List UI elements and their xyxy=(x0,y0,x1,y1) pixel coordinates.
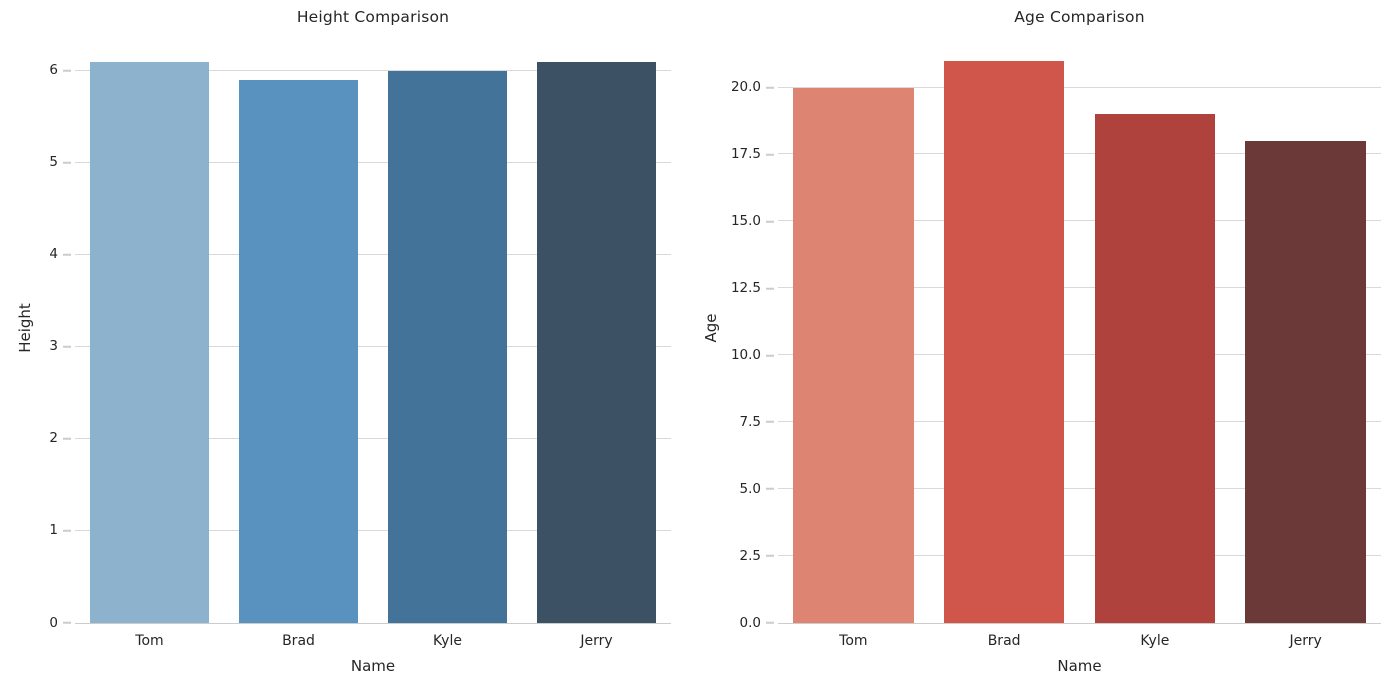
plot-area xyxy=(778,34,1381,624)
grid-line xyxy=(778,555,1381,557)
grid-line xyxy=(778,220,1381,222)
x-tick-label: Brad xyxy=(282,633,315,649)
y-tick-mark xyxy=(63,529,71,532)
y-tick: 6 xyxy=(49,64,73,78)
y-tick-label: 5.0 xyxy=(739,480,761,497)
y-tick-label: 1 xyxy=(49,522,58,539)
y-tick: 20.0 xyxy=(730,78,776,95)
y-tick-label: 6 xyxy=(49,62,58,79)
y-tick-mark xyxy=(766,86,774,89)
y-tick-label: 7.5 xyxy=(739,413,761,430)
y-tick-label: 15.0 xyxy=(730,212,761,229)
y-tick-label: 2 xyxy=(49,430,58,447)
x-tick-label: Tom xyxy=(839,633,868,649)
y-tick-mark xyxy=(63,69,71,72)
y-tick-mark xyxy=(63,437,71,440)
grid-line xyxy=(778,153,1381,155)
y-tick-mark xyxy=(63,253,71,256)
plot-area xyxy=(75,34,671,624)
x-axis-label: Name xyxy=(1057,657,1102,675)
x-tick-label: Jerry xyxy=(580,633,613,649)
y-tick: 0.0 xyxy=(740,616,776,630)
y-tick-labels: 0.0 2.5 5.0 7.5 10.0 12.5 15.0 17.5 20.0 xyxy=(694,34,776,629)
y-tick-mark xyxy=(766,354,774,357)
age-comparison-chart: Age Comparison Age 0.0 2.5 5.0 7.5 10.0 12.5 1… xyxy=(694,0,1389,690)
y-tick: 3 xyxy=(49,340,73,354)
grid-line xyxy=(75,437,671,439)
x-tick-label: Kyle xyxy=(1140,633,1170,649)
x-tick-labels: Tom Brad Kyle Jerry xyxy=(778,633,1381,649)
bar-slot xyxy=(522,34,671,623)
y-tick-mark xyxy=(766,555,774,558)
y-tick-mark xyxy=(766,488,774,491)
y-tick: 7.5 xyxy=(740,415,776,429)
y-tick-mark xyxy=(766,622,774,624)
chart-title: Age Comparison xyxy=(1014,8,1145,26)
y-tick-label: 17.5 xyxy=(730,145,761,162)
grid-line xyxy=(75,253,671,255)
bar-kyle xyxy=(1094,114,1216,623)
bar-tom xyxy=(89,61,210,623)
y-tick-label: 0 xyxy=(49,614,58,631)
grid-line xyxy=(778,287,1381,289)
y-tick-label: 10.0 xyxy=(730,346,761,363)
y-tick-label: 20.0 xyxy=(730,78,761,95)
bar-kyle xyxy=(387,70,508,623)
y-tick: 1 xyxy=(49,524,73,538)
y-tick: 10.0 xyxy=(730,346,776,363)
y-tick-label: 5 xyxy=(49,154,58,171)
x-tick-label: Kyle xyxy=(433,633,462,649)
bar-jerry xyxy=(536,61,657,623)
bar-slot xyxy=(224,34,373,623)
y-tick-mark xyxy=(766,153,774,156)
y-tick-label: 0.0 xyxy=(739,614,761,631)
y-tick-label: 4 xyxy=(49,246,58,263)
y-tick-mark xyxy=(766,421,774,424)
grid-line xyxy=(75,345,671,347)
y-tick-mark xyxy=(63,345,71,348)
x-tick-labels: Tom Brad Kyle Jerry xyxy=(75,633,671,649)
y-tick-labels: 0 1 2 3 4 5 6 xyxy=(0,34,73,629)
bar-slot xyxy=(373,34,522,623)
y-tick: 17.5 xyxy=(730,145,776,162)
y-tick: 5 xyxy=(49,156,73,170)
grid-line xyxy=(778,86,1381,88)
y-tick-mark xyxy=(63,622,71,624)
bar-slot xyxy=(75,34,224,623)
grid-line xyxy=(75,161,671,163)
bar-brad xyxy=(943,60,1065,623)
y-tick: 0 xyxy=(49,616,73,630)
x-axis-label: Name xyxy=(350,657,396,675)
bar-tom xyxy=(793,87,914,623)
y-tick-mark xyxy=(63,161,71,164)
y-tick-mark xyxy=(766,220,774,223)
y-tick-mark xyxy=(766,287,774,290)
y-tick: 5.0 xyxy=(740,482,776,496)
y-tick-label: 12.5 xyxy=(730,279,761,296)
y-tick-label: 3 xyxy=(49,338,58,355)
bar-slot xyxy=(1230,34,1381,623)
bar-slot xyxy=(1080,34,1231,623)
bar-slot xyxy=(778,34,929,623)
y-tick: 4 xyxy=(49,248,73,262)
grid-line xyxy=(778,488,1381,490)
grid-line xyxy=(778,354,1381,356)
bar-brad xyxy=(238,80,359,623)
x-tick-label: Tom xyxy=(135,633,164,649)
bar-jerry xyxy=(1245,141,1366,623)
x-tick-label: Brad xyxy=(987,633,1021,649)
y-tick: 12.5 xyxy=(730,279,776,296)
x-tick-label: Jerry xyxy=(1289,633,1322,649)
y-tick: 2.5 xyxy=(740,549,776,563)
chart-title: Height Comparison xyxy=(296,8,450,26)
y-tick-label: 2.5 xyxy=(739,547,761,564)
grid-line xyxy=(778,421,1381,423)
grid-line xyxy=(75,529,671,531)
y-tick: 2 xyxy=(49,432,73,446)
grid-line xyxy=(75,69,671,71)
bar-slot xyxy=(929,34,1080,623)
y-tick: 15.0 xyxy=(730,212,776,229)
